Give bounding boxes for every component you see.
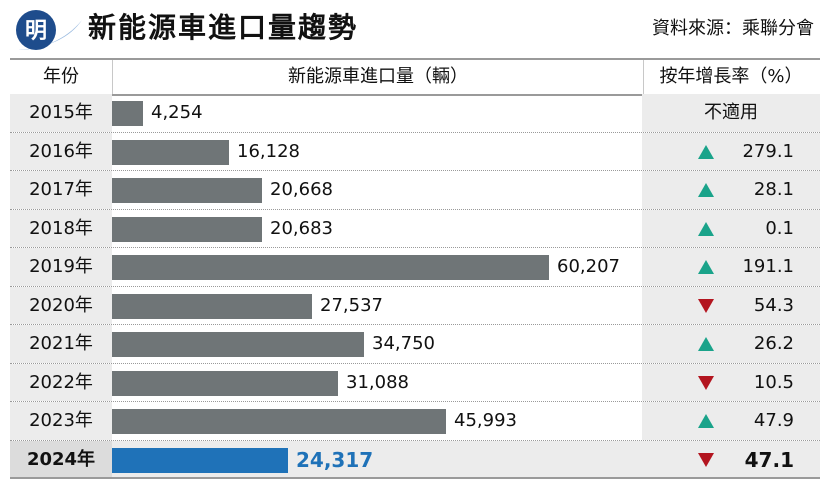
up-triangle-icon	[698, 183, 714, 197]
logo-badge	[16, 10, 56, 50]
year-label: 2015年	[10, 94, 112, 132]
chart-rows: 2015年 4,254 不適用 2016年 16,128 279.1 2017年 20,668…	[10, 94, 820, 479]
growth-value: 不適用	[704, 102, 758, 123]
year-label: 2020年	[10, 286, 112, 324]
bar	[112, 101, 143, 126]
table-row: 2018年 20,683 0.1	[10, 209, 820, 248]
value-label: 4,254	[151, 102, 203, 123]
table-row: 2017年 20,668 28.1	[10, 171, 820, 210]
up-triangle-icon	[698, 221, 714, 236]
up-triangle-icon	[698, 414, 714, 428]
growth-cell: 279.1	[642, 132, 820, 170]
bar	[112, 332, 364, 357]
bar	[112, 409, 446, 434]
up-triangle-icon	[698, 260, 714, 274]
table-row: 2023年 45,993 47.9	[10, 402, 820, 441]
year-label: 2024年	[10, 440, 112, 477]
value-label: 45,993	[454, 410, 517, 431]
table-row: 2021年 34,750 26.2	[10, 325, 820, 364]
header-volume: 新能源車進口量（輛）	[112, 60, 644, 94]
growth-value: 279.1	[742, 140, 794, 162]
growth-value: 191.1	[742, 256, 794, 277]
year-label: 2023年	[10, 402, 112, 440]
value-label: 27,537	[320, 294, 383, 316]
value-label: 20,683	[270, 217, 333, 239]
growth-cell: 28.1	[642, 171, 820, 209]
growth-value: 47.1	[744, 447, 794, 472]
growth-cell: 不適用	[642, 94, 820, 132]
down-triangle-icon	[698, 298, 714, 313]
table-row: 2016年 16,128 279.1	[10, 132, 820, 171]
bar	[112, 139, 229, 165]
table-row: 2015年 4,254 不適用	[10, 94, 820, 133]
value-label: 34,750	[372, 333, 435, 354]
header-year: 年份	[43, 66, 79, 87]
year-label: 2022年	[10, 363, 112, 401]
growth-cell: 54.3	[642, 286, 820, 324]
table-row: 2024年 24,317 47.1	[10, 440, 820, 479]
growth-value: 26.2	[753, 333, 794, 354]
year-label: 2019年	[10, 248, 112, 286]
value-label: 16,128	[237, 140, 300, 162]
year-label: 2021年	[10, 325, 112, 363]
growth-cell: 0.1	[642, 209, 820, 247]
header-growth: 按年增長率（%）	[659, 66, 803, 87]
down-triangle-icon	[698, 375, 714, 390]
bar-highlight	[112, 447, 288, 473]
growth-value: 28.1	[753, 179, 794, 200]
year-label: 2016年	[10, 132, 112, 170]
source-note: 資料來源：乘聯分會	[652, 18, 814, 39]
up-triangle-icon	[698, 337, 714, 351]
bar	[112, 255, 549, 280]
up-triangle-icon	[698, 144, 714, 159]
value-label: 31,088	[346, 371, 409, 393]
year-label: 2018年	[10, 209, 112, 247]
bar	[112, 178, 262, 203]
logo-text: 明	[25, 19, 47, 44]
growth-value: 47.9	[753, 410, 794, 431]
growth-cell: 47.9	[642, 402, 820, 440]
table-header: 年份 新能源車進口量（輛） 按年增長率（%）	[10, 58, 820, 96]
growth-cell: 191.1	[642, 248, 820, 286]
year-label: 2017年	[10, 171, 112, 209]
growth-cell: 26.2	[642, 325, 820, 363]
value-label: 24,317	[296, 447, 374, 472]
bar	[112, 370, 338, 396]
bar	[112, 216, 262, 242]
value-label: 60,207	[557, 256, 620, 277]
growth-value: 10.5	[753, 371, 794, 393]
growth-value: 0.1	[765, 217, 794, 239]
table-row: 2020年 27,537 54.3	[10, 286, 820, 325]
value-label: 20,668	[270, 179, 333, 200]
ming-pao-logo: 明	[16, 10, 82, 50]
growth-cell: 10.5	[642, 363, 820, 401]
growth-cell: 47.1	[642, 440, 820, 477]
down-triangle-icon	[698, 452, 714, 467]
table-row: 2022年 31,088 10.5	[10, 363, 820, 402]
bar	[112, 293, 312, 319]
table-row: 2019年 60,207 191.1	[10, 248, 820, 287]
chart-title: 新能源車進口量趨勢	[88, 11, 359, 44]
growth-value: 54.3	[753, 294, 794, 316]
